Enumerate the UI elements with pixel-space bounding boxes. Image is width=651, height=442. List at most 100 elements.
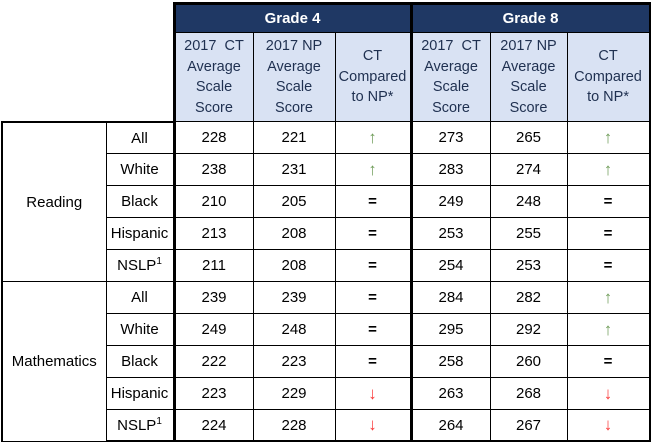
subgroup-footnote: 1 [156,256,162,268]
subgroup-label: Hispanic [110,225,169,243]
subgroup-cell: NSLP1 [105,249,175,283]
g4-ct-score-cell: 210 [172,185,254,219]
subgroup-label: All [131,129,148,147]
g4-np-score-cell: 229 [252,377,336,411]
g8-np-score-cell: 253 [489,249,568,283]
g4-np-score-cell: 223 [252,345,336,379]
g8-ct-score-cell: 284 [409,281,491,315]
subgroup-cell: Black [105,185,175,219]
g8-comparison-cell: ↓ [566,409,651,442]
g4-np-score-cell: 239 [252,281,336,315]
g8-np-score-cell: 282 [489,281,568,315]
g4-comparison-cell: ↑ [334,121,412,155]
g8-np-score-cell: 248 [489,185,568,219]
g8-ct-score-cell: 258 [409,345,491,379]
subgroup-cell: White [105,313,175,347]
subgroup-cell: Hispanic [105,377,175,411]
g8-comparison-cell: ↓ [566,377,651,411]
g4-np-score-cell: 221 [252,121,336,155]
g8-ct-score-cell: 273 [409,121,491,155]
g4-comparison-cell: ↓ [334,377,412,411]
g4-ct-score-cell: 213 [172,217,254,251]
subgroup-cell: All [105,120,175,155]
g8-ct-score-cell: 283 [409,153,491,187]
subgroup-cell: Black [105,345,175,379]
grade-4-header: Grade 4 [172,2,412,33]
g4-comparison-cell: = [334,185,412,219]
g4-np-score-cell: 205 [252,185,336,219]
subject-mathematics-cell: Mathematics [1,281,107,442]
subgroup-label: White [120,321,159,339]
g8-comparison-cell: ↑ [566,153,651,187]
g4-ct-score-cell: 249 [172,313,254,347]
g4-np-score-header: 2017 NP Average Scale Score [252,31,336,123]
g8-np-score-cell: 267 [489,409,568,442]
subgroup-cell: NSLP1 [105,409,175,442]
g8-ct-score-header: 2017 CT Average Scale Score [409,31,491,123]
g4-np-score-cell: 208 [252,249,336,283]
g8-ct-score-cell: 295 [409,313,491,347]
g8-ct-score-cell: 264 [409,409,491,442]
table-row: NSLP1 224 228 ↓ 264 267 ↓ [2,409,651,442]
g4-ct-score-cell: 211 [172,249,254,283]
g4-ct-score-cell: 239 [172,281,254,315]
g8-np-score-cell: 292 [489,313,568,347]
g8-comparison-cell: = [566,249,651,283]
g8-np-score-cell: 255 [489,217,568,251]
subgroup-label: Black [121,193,158,211]
g8-np-score-header: 2017 NP Average Scale Score [489,31,568,123]
g4-ct-score-cell: 223 [172,377,254,411]
g8-comparison-header: CT Compared to NP* [566,31,651,123]
g4-comparison-cell: = [334,217,412,251]
column-header-row: 2017 CT Average Scale Score 2017 NP Aver… [2,31,651,123]
g8-comparison-cell: ↑ [566,281,651,315]
table-row: White 238 231 ↑ 283 274 ↑ [2,153,651,187]
g8-ct-score-cell: 263 [409,377,491,411]
subgroup-label: NSLP [117,416,157,434]
subgroup-cell: White [105,153,175,187]
subgroup-label: White [120,161,159,179]
g4-ct-score-cell: 222 [172,345,254,379]
table-row: Mathematics All 239 239 = 284 282 ↑ [1,281,651,442]
g4-np-score-cell: 228 [252,409,336,442]
g4-ct-score-cell: 238 [172,153,254,187]
g8-comparison-cell: = [566,345,651,379]
subgroup-footnote: 1 [156,415,162,427]
subgroup-label: Black [121,353,158,371]
g4-comparison-cell: ↓ [334,409,412,442]
g4-ct-score-header: 2017 CT Average Scale Score [172,31,254,123]
g8-ct-score-cell: 254 [409,249,491,283]
g8-ct-score-cell: 249 [409,185,491,219]
subgroup-label: All [131,289,148,307]
g4-np-score-cell: 231 [252,153,336,187]
g4-comparison-cell: = [334,313,412,347]
g4-ct-score-cell: 228 [172,121,254,155]
g4-comparison-cell: = [334,249,412,283]
table-row: Hispanic 213 208 = 253 255 = [2,217,651,251]
g8-comparison-cell: = [566,217,651,251]
subgroup-label: NSLP [117,257,157,275]
subgroup-label: Hispanic [110,385,169,403]
g8-comparison-cell: ↑ [566,313,651,347]
g8-comparison-cell: ↑ [566,121,651,155]
grade-band-row: Grade 4 Grade 8 [2,2,651,33]
g4-comparison-cell: = [334,345,412,379]
table-row: Hispanic 223 229 ↓ 263 268 ↓ [2,377,651,411]
g8-ct-score-cell: 253 [409,217,491,251]
g4-comparison-cell: ↑ [334,153,412,187]
g4-np-score-cell: 248 [252,313,336,347]
g8-np-score-cell: 265 [489,121,568,155]
table-row: Black 210 205 = 249 248 = [2,185,651,219]
blank-corner [2,4,174,33]
g8-comparison-cell: = [566,185,651,219]
g4-ct-score-cell: 224 [172,409,254,442]
table-row: Black 222 223 = 258 260 = [2,345,651,379]
table-row: NSLP1 211 208 = 254 253 = [2,249,651,283]
g8-np-score-cell: 260 [489,345,568,379]
blank-corner [2,33,174,122]
table-row: Reading All 228 221 ↑ 273 265 ↑ [1,120,651,283]
subgroup-cell: All [105,281,175,315]
g8-np-score-cell: 274 [489,153,568,187]
